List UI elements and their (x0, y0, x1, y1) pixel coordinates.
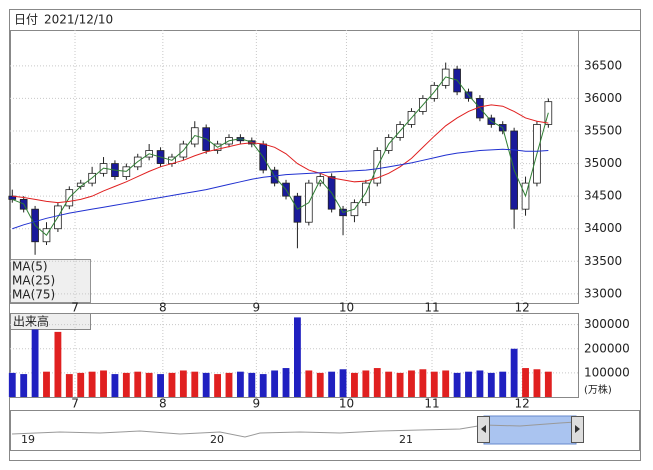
volume-bar (453, 372, 461, 397)
volume-bar (499, 371, 507, 397)
date: 2021/12/10 (44, 13, 113, 27)
volume-bar (259, 374, 267, 397)
volume-bar (31, 329, 39, 397)
y-tick-label: 36500 (584, 58, 622, 72)
volume-bar (202, 372, 210, 397)
volume-bar (294, 317, 301, 397)
volume-bar (100, 370, 107, 397)
volume-bar (339, 369, 347, 397)
volume-bar (328, 371, 336, 397)
y-tick-label: 34000 (584, 221, 622, 235)
price-frame (10, 30, 579, 304)
volume-bar (8, 372, 16, 397)
navigator-label: 21 (399, 433, 413, 446)
volume-bar (396, 372, 404, 397)
x-tick-label: 10 (339, 397, 354, 411)
date-label: 日付 (14, 13, 38, 27)
volume-bar (88, 371, 96, 397)
volume-bar (465, 371, 472, 397)
y-tick-label: 33500 (584, 254, 622, 268)
volume-bar (271, 370, 279, 397)
legend-box (10, 259, 91, 303)
y-tick-label: 35500 (584, 123, 622, 137)
volume-tick-label: 300000 (584, 317, 630, 331)
volume-tick-label: 200000 (584, 341, 630, 355)
volume-unit: (万株) (584, 383, 612, 396)
legend-label: MA(5) (12, 260, 48, 274)
y-tick-label: 36000 (584, 91, 622, 105)
volume-bar (43, 371, 50, 397)
volume-title: 出来高 (13, 314, 49, 329)
x-tick-label: 9 (253, 397, 261, 411)
navigator-line (11, 421, 577, 438)
volume-bar (533, 369, 541, 397)
x-tick-label: 7 (71, 301, 79, 315)
volume-bar (544, 371, 552, 397)
volume-bar (248, 372, 256, 397)
volume-bar (179, 370, 187, 397)
volume-bar (77, 372, 85, 397)
ma-line (12, 148, 549, 230)
volume-bar (214, 374, 222, 397)
ma-line (12, 76, 549, 236)
navigator-window[interactable] (483, 415, 577, 445)
x-tick-label: 7 (71, 397, 79, 411)
volume-bar (510, 348, 518, 397)
volume-bar (236, 371, 244, 397)
x-tick-label: 8 (159, 301, 167, 315)
x-tick-label: 9 (253, 301, 261, 315)
legend-label: MA(25) (12, 274, 55, 288)
navigator-label: 20 (210, 433, 224, 446)
volume-bar (225, 372, 233, 397)
x-tick-label: 10 (339, 301, 354, 315)
volume-bar (487, 372, 495, 397)
volume-tick-label: 100000 (584, 365, 630, 379)
x-tick-label: 12 (514, 397, 529, 411)
navigator-label: 19 (21, 433, 35, 446)
plot-layer: 33000 33500 34000 34500 35000 35500 36000 36500… (8, 30, 630, 411)
volume-bar (65, 374, 73, 397)
volume-bar (430, 371, 438, 397)
volume-bar (351, 372, 358, 397)
volume-frame (10, 313, 579, 398)
x-tick-label: 12 (514, 301, 529, 315)
x-tick-label: 8 (159, 397, 167, 411)
volume-bar (476, 370, 484, 397)
legend-label: MA(75) (12, 288, 55, 302)
volume-bar (145, 372, 153, 397)
volume-bar (282, 368, 290, 397)
volume-bar (305, 370, 313, 397)
volume-bar (54, 331, 62, 397)
volume-bar (419, 369, 427, 397)
volume-bar (168, 372, 176, 397)
volume-title-box (10, 313, 91, 330)
volume-bar (408, 370, 415, 397)
x-tick-label: 11 (424, 397, 439, 411)
volume-bar (362, 370, 370, 397)
y-tick-label: 35000 (584, 156, 622, 170)
volume-bar (442, 370, 450, 397)
volume-bar (522, 368, 529, 397)
volume-bar (134, 371, 142, 397)
volume-bar (157, 374, 164, 397)
navigator[interactable] (10, 410, 640, 451)
volume-bar (191, 371, 199, 397)
volume-bar (122, 372, 130, 397)
ma-line (12, 104, 549, 204)
volume-bar (20, 374, 28, 397)
volume-bar (316, 372, 324, 397)
volume-bar (373, 368, 381, 397)
y-tick-label: 34500 (584, 189, 622, 203)
x-tick-label: 11 (424, 301, 439, 315)
volume-bar (111, 374, 119, 397)
y-tick-label: 33000 (584, 286, 622, 300)
volume-bar (385, 371, 393, 397)
